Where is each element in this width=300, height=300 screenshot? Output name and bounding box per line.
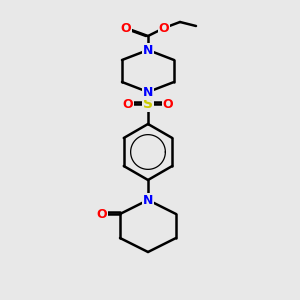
Text: O: O	[163, 98, 173, 110]
Text: N: N	[143, 194, 153, 206]
Text: S: S	[143, 97, 153, 111]
Text: O: O	[123, 98, 133, 110]
Text: O: O	[97, 208, 107, 220]
Text: N: N	[143, 44, 153, 56]
Text: N: N	[143, 85, 153, 98]
Text: O: O	[159, 22, 169, 34]
Text: O: O	[121, 22, 131, 34]
